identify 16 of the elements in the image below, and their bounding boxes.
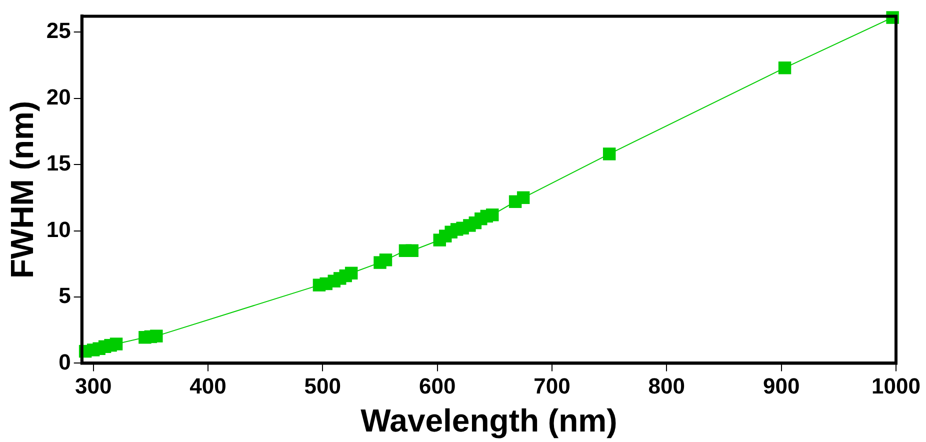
x-tick-label: 700 — [534, 373, 570, 398]
x-tick-label: 300 — [74, 373, 112, 398]
y-tick-label: 20 — [46, 84, 71, 110]
y-tick-label: 0 — [58, 349, 71, 374]
x-tick-label: 400 — [190, 373, 226, 398]
y-axis-title: FWHM (nm) — [4, 100, 40, 279]
x-tick-label: 500 — [304, 373, 342, 398]
x-tick-label: 1000 — [872, 373, 920, 398]
y-tick-label: 5 — [58, 283, 71, 308]
y-tick-label: 15 — [46, 150, 71, 176]
y-tick-label: 25 — [46, 18, 71, 44]
y-tick-label: 10 — [46, 216, 71, 242]
x-tick-label: 800 — [648, 373, 686, 398]
x-tick-label: 600 — [418, 373, 456, 398]
x-tick-label: 900 — [762, 373, 800, 398]
x-axis-title: Wavelength (nm) — [360, 402, 618, 439]
